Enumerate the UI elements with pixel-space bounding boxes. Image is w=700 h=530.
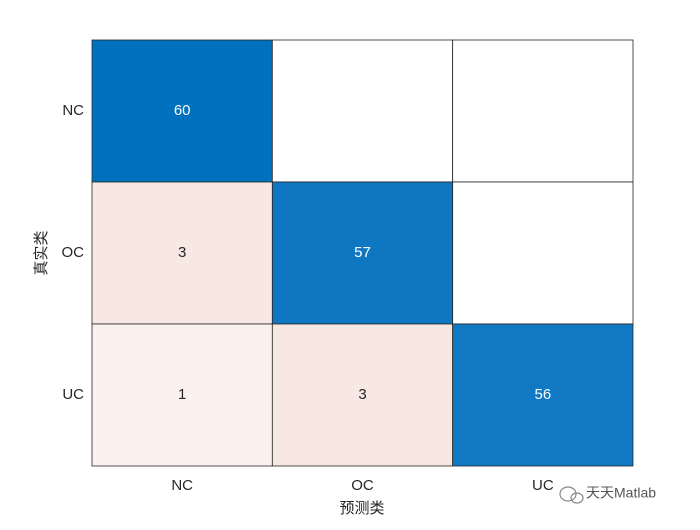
watermark: 天天Matlab: [586, 485, 656, 501]
cell: [452, 39, 634, 183]
x-tick-label: NC: [171, 477, 193, 494]
y-axis-label: 真实类: [32, 230, 50, 275]
cell-label: 57: [354, 244, 371, 261]
cell: [91, 181, 273, 325]
cell-label: 3: [178, 244, 186, 261]
cell-label: 3: [358, 386, 366, 403]
y-tick-label: NC: [62, 102, 84, 119]
cell-label: 60: [174, 102, 191, 119]
cell: [271, 181, 454, 325]
cell: [452, 181, 634, 325]
y-tick-label: UC: [62, 386, 84, 403]
cell: [271, 39, 454, 183]
x-axis-label: 预测类: [339, 500, 384, 517]
cell: [452, 323, 634, 467]
watermark-icon: [559, 486, 584, 504]
x-tick-label: UC: [532, 477, 554, 494]
x-tick-label: OC: [351, 477, 374, 494]
cell-label: 56: [534, 386, 551, 403]
y-tick-label: OC: [62, 244, 85, 261]
cell: [91, 39, 273, 183]
cell-label: 1: [178, 386, 186, 403]
cell: [91, 323, 273, 467]
cell: [271, 323, 454, 467]
